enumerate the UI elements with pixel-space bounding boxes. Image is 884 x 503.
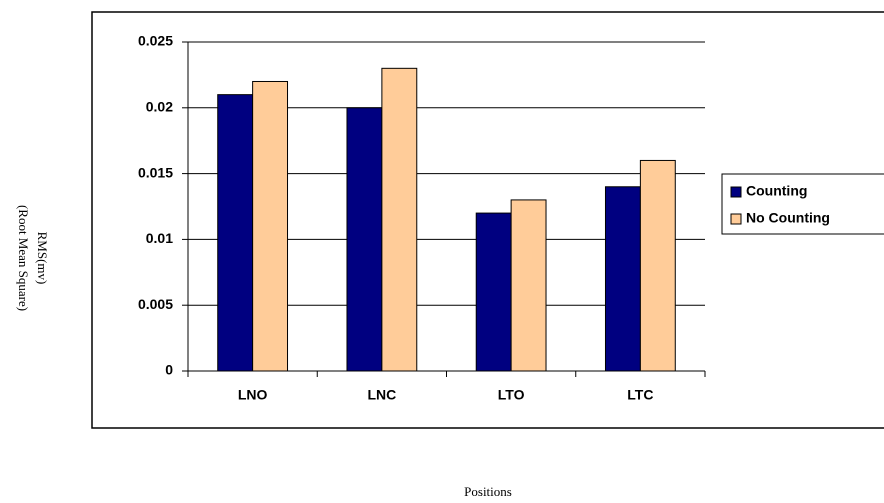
x-axis-label: Positions: [464, 484, 512, 499]
x-tick-label: LTC: [627, 387, 653, 403]
x-tick-label: LNO: [238, 387, 268, 403]
legend-label: No Counting: [746, 210, 830, 226]
legend-swatch: [730, 186, 742, 198]
y-tick-label: 0.02: [146, 99, 173, 115]
y-tick-label: 0: [165, 362, 173, 378]
legend-box: [721, 173, 884, 235]
bar: [346, 107, 383, 372]
bar: [252, 80, 289, 372]
x-tick-label: LTO: [498, 387, 525, 403]
bar: [639, 159, 676, 372]
x-tick-label: LNC: [367, 387, 396, 403]
bar: [604, 186, 641, 372]
bar: [381, 67, 418, 372]
bar: [475, 212, 512, 372]
y-axis-label: RMS(mv): [35, 232, 50, 285]
bar: [510, 199, 547, 372]
bar: [217, 94, 254, 372]
y-tick-label: 0.025: [138, 33, 173, 49]
legend-label: Counting: [746, 183, 807, 199]
y-axis-label: (Root Mean Square): [16, 205, 31, 311]
y-tick-label: 0.01: [146, 230, 173, 246]
legend-swatch: [730, 213, 742, 225]
y-tick-label: 0.015: [138, 164, 173, 180]
y-tick-label: 0.005: [138, 296, 173, 312]
